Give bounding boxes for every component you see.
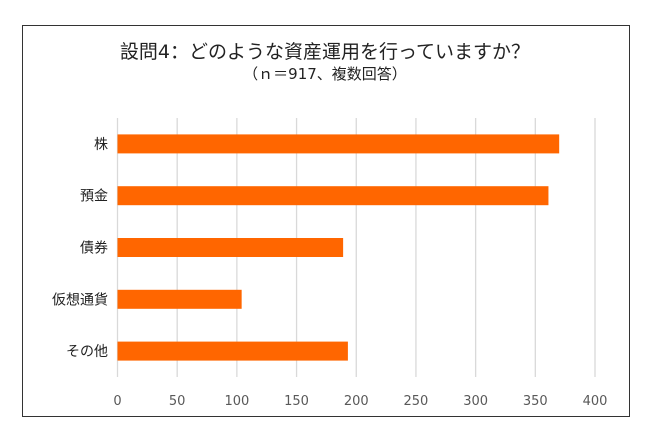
- category-label: その他: [66, 344, 108, 360]
- category-label: 株: [94, 137, 108, 153]
- bar: [117, 341, 348, 361]
- bar: [117, 289, 242, 309]
- x-tick-label: 50: [169, 394, 186, 409]
- x-tick-label: 150: [284, 394, 309, 409]
- x-tick-label: 250: [404, 394, 429, 409]
- x-tick-label: 350: [523, 394, 548, 409]
- x-tick-label: 100: [224, 394, 249, 409]
- bar: [117, 186, 549, 206]
- category-label: 債券: [80, 241, 108, 257]
- category-label: 仮想通貨: [52, 291, 108, 308]
- x-tick-label: 200: [344, 394, 369, 409]
- x-tick-label: 0: [113, 394, 121, 409]
- bar: [117, 238, 344, 257]
- chart-frame: [22, 25, 630, 417]
- chart-subtitle: （ｎ＝917、複数回答）: [243, 65, 407, 83]
- x-tick-label: 400: [583, 394, 608, 409]
- category-label: 預金: [80, 189, 108, 205]
- bar: [117, 134, 560, 154]
- chart-title: 設問4：どのような資産運用を行っていますか？: [119, 41, 531, 63]
- x-tick-label: 300: [463, 394, 488, 409]
